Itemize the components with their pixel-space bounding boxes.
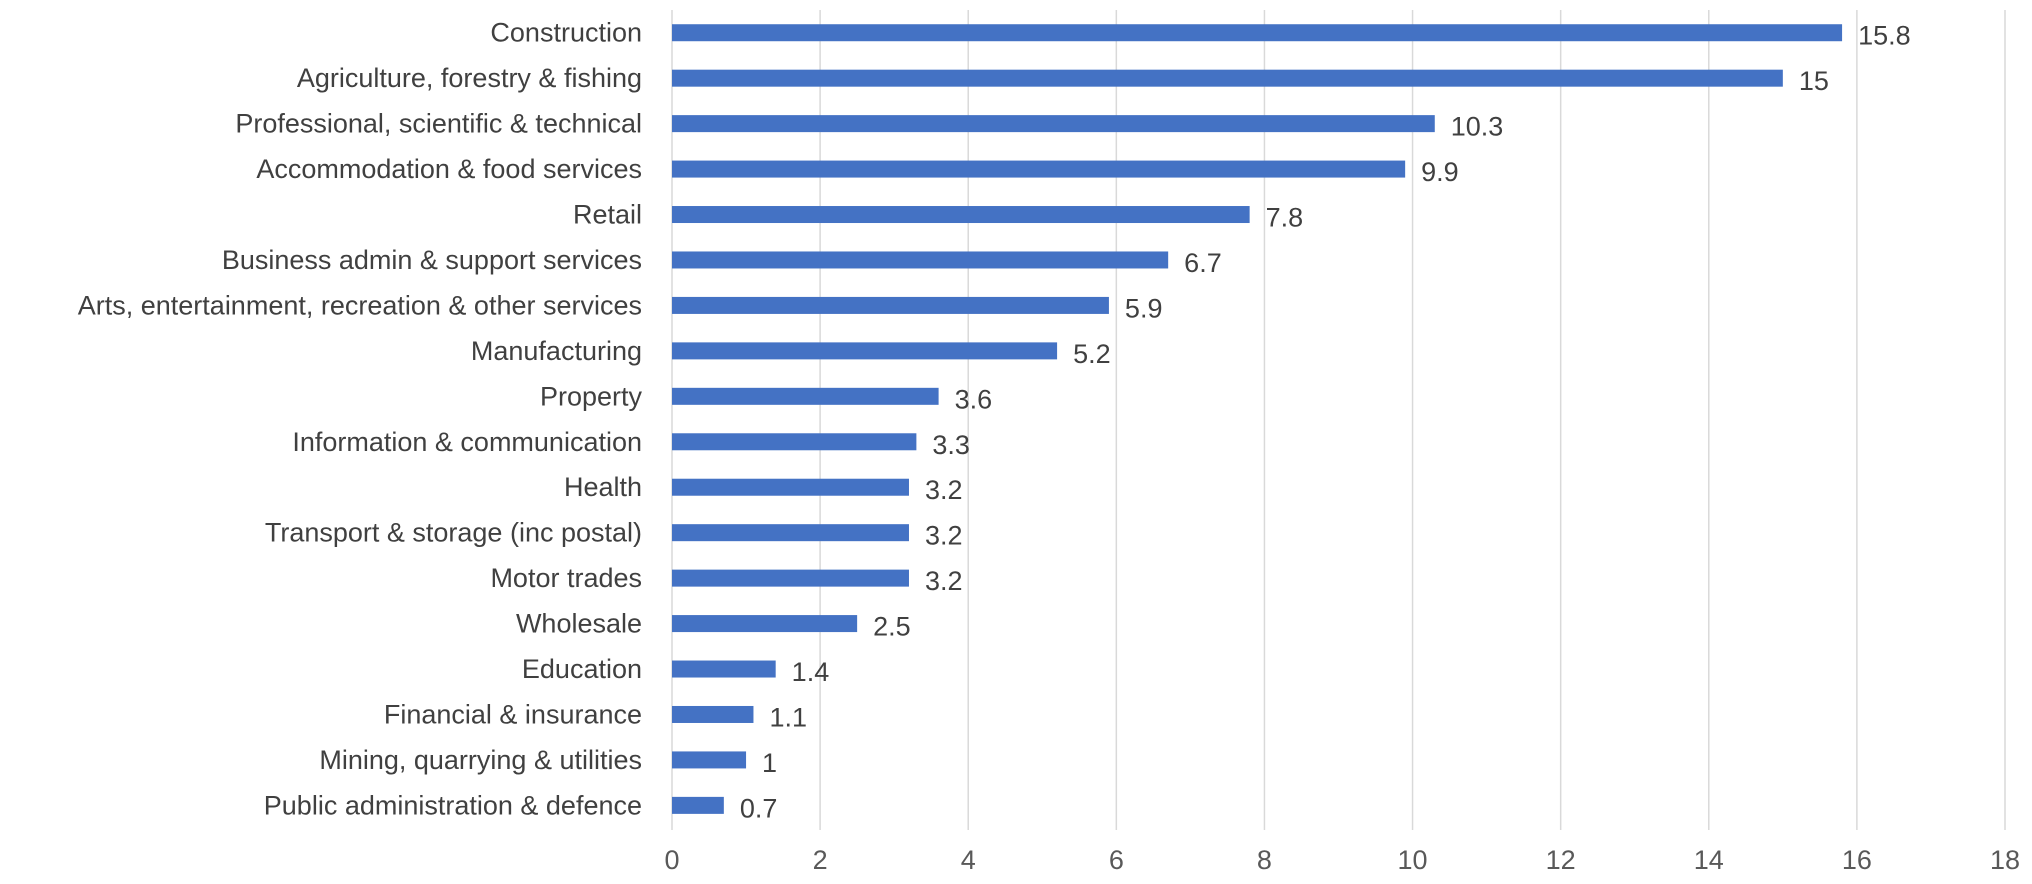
data-label: 3.2 bbox=[925, 475, 963, 505]
data-label: 7.8 bbox=[1266, 203, 1304, 233]
x-tick-label: 16 bbox=[1842, 845, 1872, 875]
category-label: Education bbox=[522, 654, 642, 684]
x-tick-label: 18 bbox=[1990, 845, 2020, 875]
category-label: Mining, quarrying & utilities bbox=[319, 745, 642, 775]
x-tick-label: 2 bbox=[813, 845, 828, 875]
bar bbox=[672, 115, 1435, 133]
data-label: 2.5 bbox=[873, 612, 911, 642]
x-tick-label: 4 bbox=[961, 845, 976, 875]
data-label: 5.2 bbox=[1073, 339, 1111, 369]
data-label: 1 bbox=[762, 748, 777, 778]
category-label: Transport & storage (inc postal) bbox=[265, 518, 642, 548]
bar bbox=[672, 478, 909, 496]
data-label: 0.7 bbox=[740, 793, 778, 823]
data-label: 5.9 bbox=[1125, 293, 1163, 323]
bar bbox=[672, 342, 1058, 360]
category-labels: Construction Agriculture, forestry & fish… bbox=[78, 18, 643, 821]
x-tick-label: 12 bbox=[1546, 845, 1576, 875]
x-tick-label: 6 bbox=[1109, 845, 1124, 875]
category-label: Information & communication bbox=[292, 427, 642, 457]
bar bbox=[672, 69, 1783, 87]
data-label: 1.1 bbox=[769, 702, 807, 732]
value-labels: 15.8 15 10.3 9.9 7.8 6.7 5.9 5.2 3.6 3.3 3.2 3.2 3.2… bbox=[740, 21, 1911, 824]
x-tick-label: 8 bbox=[1257, 845, 1272, 875]
x-axis-tick-labels: 0 2 4 6 8 10 12 14 16 18 bbox=[664, 845, 2020, 875]
bar bbox=[672, 206, 1250, 224]
category-label: Retail bbox=[573, 200, 642, 230]
bar bbox=[672, 160, 1406, 178]
data-label: 3.2 bbox=[925, 566, 963, 596]
category-label: Health bbox=[564, 472, 642, 502]
data-label: 6.7 bbox=[1184, 248, 1222, 278]
bars bbox=[672, 24, 1843, 814]
data-label: 15.8 bbox=[1858, 21, 1911, 51]
category-label: Property bbox=[540, 381, 643, 411]
x-tick-label: 14 bbox=[1694, 845, 1724, 875]
category-label: Accommodation & food services bbox=[256, 154, 642, 184]
data-label: 3.6 bbox=[955, 384, 993, 414]
bar bbox=[672, 705, 754, 723]
bar bbox=[672, 296, 1109, 314]
gridlines bbox=[671, 10, 2006, 830]
bar bbox=[672, 751, 747, 769]
data-label: 10.3 bbox=[1451, 112, 1504, 142]
bar bbox=[672, 524, 909, 542]
category-label: Manufacturing bbox=[471, 336, 642, 366]
category-label: Wholesale bbox=[516, 609, 642, 639]
bar bbox=[672, 569, 909, 587]
bar bbox=[672, 24, 1843, 42]
x-tick-label: 0 bbox=[664, 845, 679, 875]
data-label: 3.2 bbox=[925, 521, 963, 551]
category-label: Arts, entertainment, recreation & other … bbox=[78, 290, 642, 320]
category-label: Financial & insurance bbox=[384, 699, 642, 729]
category-label: Motor trades bbox=[490, 563, 642, 593]
bar bbox=[672, 387, 939, 405]
bar bbox=[672, 433, 917, 451]
data-label: 15 bbox=[1799, 66, 1829, 96]
category-label: Professional, scientific & technical bbox=[235, 109, 642, 139]
bar bbox=[672, 796, 724, 814]
x-tick-label: 10 bbox=[1398, 845, 1428, 875]
category-label: Construction bbox=[490, 18, 642, 48]
data-label: 3.3 bbox=[932, 430, 970, 460]
bar bbox=[672, 615, 858, 633]
category-label: Public administration & defence bbox=[264, 790, 642, 820]
bar bbox=[672, 660, 776, 678]
category-label: Agriculture, forestry & fishing bbox=[297, 63, 642, 93]
category-label: Business admin & support services bbox=[222, 245, 642, 275]
data-label: 9.9 bbox=[1421, 157, 1459, 187]
data-label: 1.4 bbox=[792, 657, 830, 687]
bar bbox=[672, 251, 1169, 269]
